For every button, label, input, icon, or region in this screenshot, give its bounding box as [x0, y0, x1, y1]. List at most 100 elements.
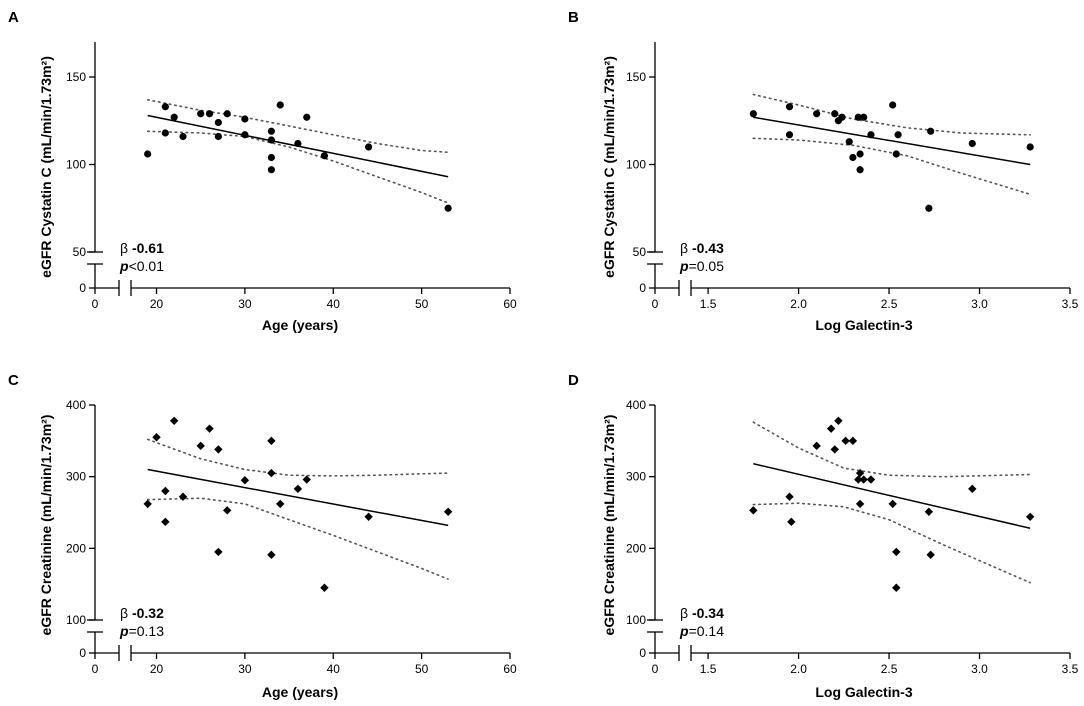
data-point-b-3	[813, 110, 821, 118]
data-point-d-6	[834, 416, 843, 425]
data-point-c-20	[443, 507, 453, 516]
x-tick-label-b-4: 3.0	[971, 297, 988, 311]
panel-label-d: D	[568, 372, 579, 389]
panel-label-b: B	[568, 9, 579, 26]
x-tick-label-b-0: 0	[652, 297, 659, 311]
y-tick-label-a-2: 100	[66, 158, 86, 172]
data-point-c-4	[169, 416, 179, 425]
y-tick-label-d-3: 300	[626, 470, 646, 484]
x-tick-label-d-3: 2.5	[881, 662, 898, 676]
data-point-a-4	[179, 132, 187, 141]
data-point-d-15	[892, 547, 901, 557]
y-axis-label-d: eGFR Creatinine (mL/min/1.73m²)	[601, 415, 617, 636]
x-tick-label-b-3: 2.5	[881, 297, 898, 311]
x-tick-label-c-0: 0	[92, 662, 99, 676]
regression-line-b	[753, 116, 1031, 166]
data-point-a-2	[161, 129, 169, 137]
data-point-d-17	[924, 507, 934, 516]
data-point-b-9	[854, 113, 862, 121]
y-tick-label-b-2: 100	[626, 158, 646, 172]
x-tick-label-d-0: 0	[652, 662, 659, 676]
p-stat-c: p=0.13	[119, 623, 164, 639]
ci-upper-b	[752, 93, 1031, 136]
y-tick-label-b-3: 150	[626, 70, 646, 84]
data-point-a-8	[214, 132, 222, 141]
beta-stat-d: β -0.34	[680, 605, 724, 621]
data-point-d-19	[968, 484, 977, 494]
p-stat-a: p<0.01	[119, 258, 164, 274]
data-point-d-10	[855, 468, 865, 478]
x-tick-label-a-0: 0	[92, 297, 99, 311]
x-tick-label-b-2: 2.0	[790, 297, 807, 311]
data-point-c-2	[161, 486, 170, 496]
y-tick-label-c-4: 400	[66, 398, 86, 412]
data-point-d-14	[888, 499, 897, 509]
data-point-c-6	[196, 441, 205, 451]
data-point-b-11	[856, 150, 864, 158]
data-point-b-4	[831, 110, 839, 118]
data-point-c-3	[161, 517, 170, 527]
y-axis-label-b: eGFR Cystatin C (mL/min/1.73m²)	[601, 56, 617, 278]
y-axis-label-a: eGFR Cystatin C (mL/min/1.73m²)	[38, 56, 54, 278]
plot-area-a: 0 20 30 40 50 60 0 50 100 150	[66, 42, 517, 311]
data-point-d-4	[826, 424, 836, 433]
p-stat-b: p=0.05	[679, 258, 724, 274]
data-point-d-11	[855, 499, 865, 509]
y-tick-label-b-1: 50	[633, 245, 647, 259]
y-tick-label-a-1: 50	[73, 245, 87, 259]
data-point-b-19	[968, 139, 976, 148]
data-point-c-0	[143, 499, 152, 509]
data-point-d-3	[812, 441, 821, 451]
x-tick-label-c-2: 30	[238, 662, 252, 676]
y-tick-label-c-0: 0	[79, 646, 86, 660]
x-tick-label-b-5: 3.5	[1062, 297, 1079, 311]
x-tick-label-c-1: 20	[150, 662, 164, 676]
y-tick-label-c-3: 300	[66, 470, 86, 484]
data-point-c-13	[267, 468, 276, 478]
data-point-a-17	[294, 139, 302, 148]
plot-area-d: 0 1.5 2.0 2.5 3.0 3.5 0 100 200 300 400	[626, 398, 1079, 676]
data-point-c-10	[223, 506, 232, 515]
panel-label-c: C	[8, 372, 19, 389]
data-point-b-7	[845, 138, 853, 146]
data-point-a-13	[267, 136, 275, 144]
x-axis-label-b: Log Galectin-3	[815, 317, 912, 333]
data-point-a-3	[170, 113, 178, 121]
plot-area-c: 0 20 30 40 50 60 0 100 200 300 400	[66, 398, 517, 676]
data-point-a-5	[197, 110, 205, 118]
data-point-c-17	[302, 475, 311, 484]
data-point-d-20	[1025, 512, 1035, 521]
data-point-b-16	[894, 131, 902, 139]
data-point-a-19	[320, 152, 329, 160]
data-point-b-10	[856, 166, 864, 174]
data-point-a-14	[267, 153, 275, 162]
x-tick-label-c-5: 60	[503, 662, 517, 676]
beta-stat-b: β -0.43	[680, 240, 724, 256]
data-point-b-17	[925, 204, 933, 212]
y-tick-label-d-0: 0	[639, 646, 646, 660]
regression-line-c	[147, 468, 449, 527]
panel-b: B eGFR Cystatin C (mL/min/1.73m²) Log Ga…	[568, 9, 913, 333]
beta-stat-a: β -0.61	[120, 240, 164, 256]
data-point-d-9	[854, 475, 863, 484]
x-axis-label-c: Age (years)	[262, 684, 338, 700]
ci-lower-d	[752, 502, 1031, 584]
plot-area-b: 0 1.5 2.0 2.5 3.0 3.5 0 50 100 150	[626, 42, 1079, 311]
ci-lower-b	[752, 137, 1031, 196]
data-point-a-0	[144, 150, 152, 158]
ci-lower-a	[146, 130, 449, 204]
x-tick-label-a-3: 40	[327, 297, 341, 311]
data-point-a-20	[365, 143, 373, 151]
beta-stat-c: β -0.32	[120, 605, 164, 621]
panel-d: D eGFR Creatinine (mL/min/1.73m²) Log Ga…	[568, 372, 913, 700]
ci-upper-c	[146, 438, 449, 477]
x-tick-label-a-1: 20	[150, 297, 164, 311]
data-point-d-7	[841, 436, 850, 446]
data-point-c-1	[152, 433, 161, 442]
x-tick-label-a-4: 50	[415, 297, 429, 311]
data-point-d-8	[848, 436, 858, 446]
data-point-a-7	[214, 118, 222, 127]
y-tick-label-a-3: 150	[66, 70, 86, 84]
data-point-b-8	[849, 153, 857, 162]
data-point-a-16	[276, 101, 284, 109]
